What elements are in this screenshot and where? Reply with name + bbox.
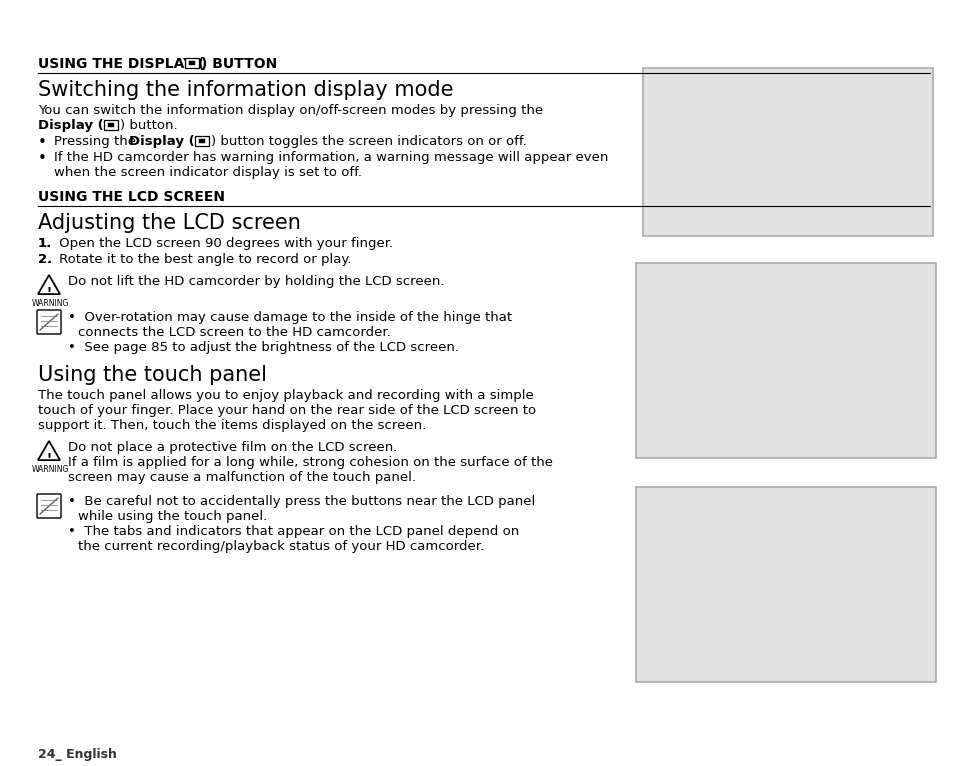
Text: Pressing the: Pressing the [54,135,140,148]
Text: 2.: 2. [38,253,52,266]
Text: connects the LCD screen to the HD camcorder.: connects the LCD screen to the HD camcor… [78,326,391,339]
Bar [104,120,118,130]
Text: •  Be careful not to accidentally press the buttons near the LCD panel: • Be careful not to accidentally press t… [68,495,535,508]
FancyBboxPatch shape [37,494,61,518]
Text: 24_ English: 24_ English [38,748,117,761]
Text: •  The tabs and indicators that appear on the LCD panel depend on: • The tabs and indicators that appear on… [68,525,518,538]
Text: ) BUTTON: ) BUTTON [201,57,277,71]
Text: •: • [38,151,47,166]
Bar [185,58,199,68]
Text: ) button.: ) button. [120,119,177,132]
Text: support it. Then, touch the items displayed on the screen.: support it. Then, touch the items displa… [38,419,426,432]
Bar [636,263,935,458]
Text: Switching the information display mode: Switching the information display mode [38,80,453,100]
Text: !: ! [47,453,51,463]
Text: WARNING: WARNING [31,299,69,308]
Bar [108,123,113,127]
Bar [189,61,194,65]
Text: 1.  Open the LCD screen 90 degrees with your finger.: 1. Open the LCD screen 90 degrees with y… [38,237,393,250]
Text: Using the touch panel: Using the touch panel [38,365,267,385]
Text: ) button toggles the screen indicators on or off.: ) button toggles the screen indicators o… [211,135,526,148]
Text: the current recording/playback status of your HD camcorder.: the current recording/playback status of… [78,540,483,553]
Text: 2.  Rotate it to the best angle to record or play.: 2. Rotate it to the best angle to record… [38,253,351,266]
Text: Do not place a protective film on the LCD screen.: Do not place a protective film on the LC… [68,441,397,454]
Text: WARNING: WARNING [31,465,69,474]
Text: screen may cause a malfunction of the touch panel.: screen may cause a malfunction of the to… [68,471,416,484]
Text: Display (: Display ( [129,135,194,148]
Text: •  See page 85 to adjust the brightness of the LCD screen.: • See page 85 to adjust the brightness o… [68,341,458,354]
Text: You can switch the information display on/off-screen modes by pressing the: You can switch the information display o… [38,104,542,117]
Bar [194,136,209,146]
Text: The touch panel allows you to enjoy playback and recording with a simple: The touch panel allows you to enjoy play… [38,389,533,402]
Text: while using the touch panel.: while using the touch panel. [78,510,267,523]
Text: •: • [38,135,47,150]
Text: Do not lift the HD camcorder by holding the LCD screen.: Do not lift the HD camcorder by holding … [68,275,444,288]
Polygon shape [38,441,60,460]
Text: •  Over-rotation may cause damage to the inside of the hinge that: • Over-rotation may cause damage to the … [68,311,512,324]
Text: Display (: Display ( [38,119,104,132]
Text: 1.: 1. [38,237,52,250]
FancyBboxPatch shape [37,310,61,334]
Text: If a film is applied for a long while, strong cohesion on the surface of the: If a film is applied for a long while, s… [68,456,553,469]
Text: USING THE DISPLAY (: USING THE DISPLAY ( [38,57,204,71]
Text: touch of your finger. Place your hand on the rear side of the LCD screen to: touch of your finger. Place your hand on… [38,404,536,417]
Polygon shape [38,275,60,294]
Text: USING THE LCD SCREEN: USING THE LCD SCREEN [38,190,225,204]
Text: !: ! [47,287,51,297]
Text: If the HD camcorder has warning information, a warning message will appear even: If the HD camcorder has warning informat… [54,151,608,164]
Bar [636,487,935,682]
Bar [642,68,932,236]
Text: when the screen indicator display is set to off.: when the screen indicator display is set… [54,166,361,179]
Text: Adjusting the LCD screen: Adjusting the LCD screen [38,213,300,233]
Bar [199,139,205,143]
